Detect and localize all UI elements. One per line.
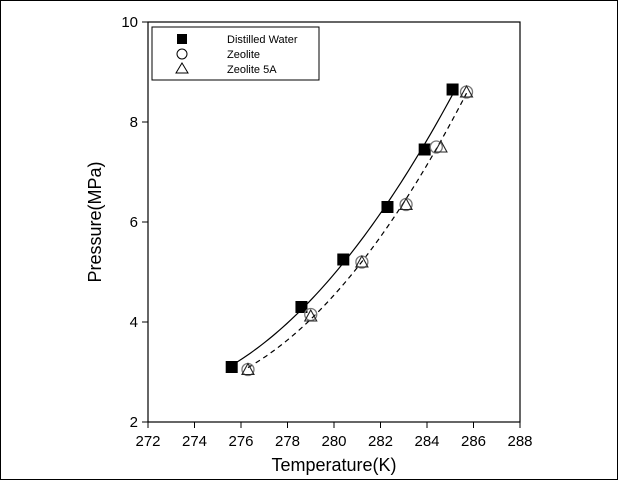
x-tick-label: 284 xyxy=(414,433,439,450)
data-point-series-1-5 xyxy=(459,85,474,99)
data-point-series-2-5 xyxy=(459,84,474,98)
legend-label-zeolite-5a: Zeolite 5A xyxy=(227,64,277,76)
fit-lines xyxy=(231,92,468,369)
legend-marker-zeolite xyxy=(176,48,188,60)
y-tick-label: 10 xyxy=(121,14,138,31)
fit-line-series-1 xyxy=(247,92,468,369)
legend: Distilled Water Zeolite Zeolite 5A xyxy=(151,26,320,81)
y-tick-label: 6 xyxy=(130,214,138,231)
x-tick-label: 272 xyxy=(135,433,160,450)
data-point-series-1-0 xyxy=(241,362,255,377)
plot-area xyxy=(147,21,521,423)
legend-label-zeolite: Zeolite xyxy=(227,49,260,61)
data-point-series-0-0 xyxy=(225,361,238,373)
legend-label-distilled-water: Distilled Water xyxy=(227,34,298,46)
y-tick-label: 8 xyxy=(130,114,138,131)
data-point-series-0-2 xyxy=(337,253,350,266)
data-point-series-2-0 xyxy=(241,362,255,376)
legend-marker-distilled-water xyxy=(177,34,187,44)
data-point-series-1-4 xyxy=(429,140,443,154)
x-axis-title: Temperature(K) xyxy=(271,455,396,475)
legend-marker-zeolite-5a xyxy=(175,62,189,74)
x-tick-label: 278 xyxy=(275,433,300,450)
x-tick-label: 282 xyxy=(368,433,393,450)
data-point-series-2-2 xyxy=(354,254,369,268)
data-markers xyxy=(225,83,474,377)
axis-ticks: 272 274 276 278 280 282 284 286 288 2 4 6 8 10 xyxy=(121,14,532,450)
x-tick-label: 274 xyxy=(182,433,207,450)
data-point-series-0-1 xyxy=(295,301,308,313)
y-axis-title: Pressure(MPa) xyxy=(85,161,105,282)
data-point-series-0-3 xyxy=(381,201,394,213)
fit-line-series-0 xyxy=(231,94,454,366)
data-point-series-0-4 xyxy=(418,143,431,156)
data-point-series-2-4 xyxy=(434,139,448,153)
data-point-series-0-5 xyxy=(446,83,459,96)
data-point-series-2-3 xyxy=(399,197,414,211)
x-tick-label: 276 xyxy=(228,433,253,450)
x-tick-label: 280 xyxy=(321,433,346,450)
y-tick-label: 2 xyxy=(130,414,138,431)
y-tick-label: 4 xyxy=(130,314,138,331)
x-tick-label: 286 xyxy=(461,433,486,450)
data-point-series-2-1 xyxy=(303,308,318,322)
x-tick-label: 288 xyxy=(507,433,532,450)
